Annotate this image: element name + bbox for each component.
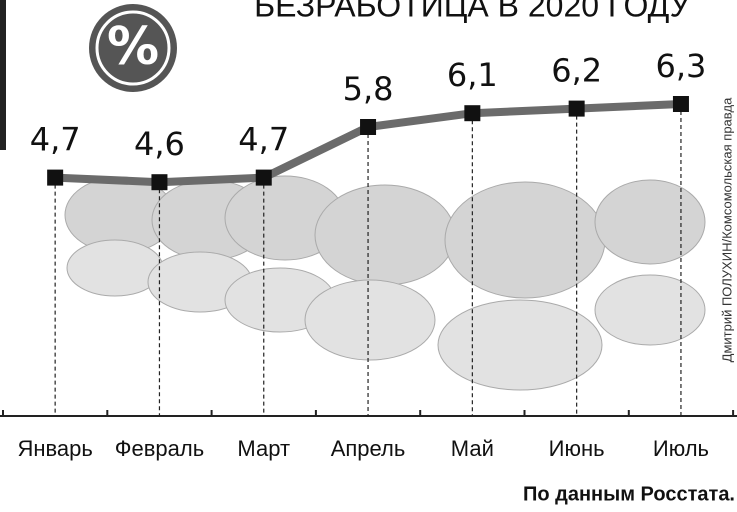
x-tick-label: Март <box>237 436 290 461</box>
x-tick-label: Май <box>451 436 494 461</box>
x-tick-label: Январь <box>17 436 92 461</box>
chart-title: БЕЗРАБОТИЦА В 2020 ГОДУ <box>254 0 691 23</box>
chart: % БЕЗРАБОТИЦА В 2020 ГОДУ По данным Росс… <box>0 0 737 512</box>
marker <box>673 96 689 112</box>
credit: Дмитрий ПОЛУХИН/Комсомольская правда <box>719 97 734 362</box>
value-label: 4,7 <box>238 121 289 159</box>
value-label: 4,6 <box>134 125 185 163</box>
marker <box>360 119 376 135</box>
value-label: 6,2 <box>551 52 602 90</box>
marker <box>151 174 167 190</box>
corner-decoration <box>0 0 6 150</box>
badge-text: % <box>107 17 159 77</box>
value-label: 4,7 <box>30 121 81 159</box>
marker <box>464 105 480 121</box>
value-label: 6,1 <box>447 56 498 94</box>
marker <box>569 101 585 117</box>
value-label: 6,3 <box>656 47 707 85</box>
marker <box>47 170 63 186</box>
source: По данным Росстата. <box>523 483 735 505</box>
value-label: 5,8 <box>343 70 394 108</box>
marker <box>256 170 272 186</box>
x-tick-label: Апрель <box>331 436 406 461</box>
x-tick-label: Июль <box>653 436 709 461</box>
helmet-photo <box>65 176 705 390</box>
x-tick-label: Февраль <box>115 436 204 461</box>
x-tick-label: Июнь <box>549 436 605 461</box>
